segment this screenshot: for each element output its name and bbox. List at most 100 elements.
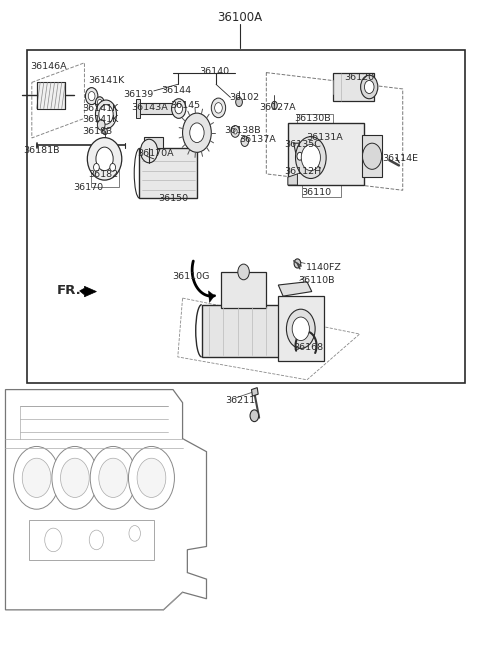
Text: 36120: 36120 — [344, 73, 374, 83]
Bar — [29, 520, 154, 559]
Circle shape — [22, 458, 51, 497]
Circle shape — [233, 129, 237, 134]
Circle shape — [45, 528, 62, 552]
Circle shape — [236, 98, 242, 107]
Bar — [27, 50, 465, 383]
Circle shape — [102, 141, 108, 149]
Circle shape — [97, 100, 102, 106]
Circle shape — [297, 153, 303, 160]
Bar — [333, 73, 374, 101]
Text: 1140FZ: 1140FZ — [306, 263, 342, 272]
Circle shape — [85, 88, 98, 105]
Text: 36139: 36139 — [123, 90, 153, 100]
Text: 36110: 36110 — [301, 188, 331, 196]
Circle shape — [241, 136, 249, 147]
Circle shape — [296, 137, 326, 178]
Circle shape — [103, 128, 108, 135]
Text: 36141K: 36141K — [88, 76, 124, 85]
Text: 36181B: 36181B — [24, 146, 60, 155]
Text: 36100A: 36100A — [217, 10, 263, 24]
Circle shape — [99, 105, 113, 124]
Bar — [144, 137, 163, 149]
Polygon shape — [252, 388, 258, 396]
Circle shape — [238, 264, 249, 280]
Polygon shape — [208, 291, 215, 303]
Text: 36140: 36140 — [199, 67, 229, 76]
Bar — [298, 115, 333, 133]
Text: 36168: 36168 — [294, 343, 324, 352]
Circle shape — [89, 530, 104, 550]
Text: 36170A: 36170A — [138, 149, 174, 158]
Text: 36112H: 36112H — [284, 168, 321, 176]
Circle shape — [52, 447, 98, 509]
Circle shape — [97, 120, 105, 130]
Text: 36127A: 36127A — [259, 103, 296, 113]
Circle shape — [129, 447, 174, 509]
Bar — [91, 169, 120, 187]
Circle shape — [301, 145, 321, 171]
Circle shape — [190, 123, 204, 143]
Circle shape — [13, 447, 60, 509]
Circle shape — [110, 164, 116, 172]
Text: 36211: 36211 — [226, 396, 256, 405]
Bar — [362, 135, 382, 177]
Circle shape — [175, 103, 182, 114]
Text: 36110G: 36110G — [172, 272, 209, 281]
Text: FR.: FR. — [57, 284, 82, 297]
Circle shape — [60, 458, 89, 497]
Circle shape — [294, 259, 301, 268]
Bar — [302, 183, 340, 196]
Text: 36138B: 36138B — [224, 126, 260, 135]
Bar — [136, 99, 141, 119]
Text: 36144: 36144 — [161, 86, 191, 96]
Ellipse shape — [87, 138, 122, 180]
Circle shape — [96, 97, 104, 109]
Bar — [288, 123, 364, 185]
Circle shape — [96, 147, 113, 171]
Text: 36150: 36150 — [158, 194, 189, 202]
Bar — [202, 305, 293, 357]
Circle shape — [272, 102, 277, 109]
Text: 36146A: 36146A — [30, 62, 67, 71]
Text: 36102: 36102 — [229, 93, 260, 102]
Circle shape — [364, 81, 374, 94]
Text: 36130B: 36130B — [295, 114, 331, 123]
Circle shape — [292, 317, 310, 341]
Circle shape — [141, 140, 157, 163]
Circle shape — [96, 100, 117, 129]
Bar — [140, 149, 197, 198]
Text: 36131A: 36131A — [306, 134, 343, 142]
Polygon shape — [80, 286, 96, 297]
Circle shape — [137, 458, 166, 497]
Text: 36135C: 36135C — [284, 140, 321, 149]
Text: 36170: 36170 — [73, 183, 104, 192]
Circle shape — [250, 410, 259, 422]
Circle shape — [171, 99, 186, 119]
Circle shape — [90, 447, 136, 509]
Circle shape — [129, 525, 141, 541]
Bar — [278, 296, 324, 362]
Circle shape — [231, 126, 240, 138]
Text: 36183: 36183 — [82, 127, 112, 136]
Text: 36182: 36182 — [88, 170, 119, 179]
Circle shape — [88, 92, 95, 101]
Circle shape — [215, 103, 222, 113]
Bar — [36, 83, 65, 109]
Text: 36141K: 36141K — [82, 104, 118, 113]
Polygon shape — [288, 174, 298, 185]
Text: 36145: 36145 — [170, 102, 201, 111]
Bar — [137, 103, 175, 115]
Text: 36114E: 36114E — [383, 155, 419, 163]
Circle shape — [182, 113, 211, 153]
Bar — [221, 272, 266, 308]
Circle shape — [362, 143, 382, 170]
Circle shape — [360, 75, 378, 99]
Circle shape — [211, 98, 226, 118]
Circle shape — [99, 458, 128, 497]
Text: 36137A: 36137A — [239, 136, 276, 144]
Polygon shape — [5, 390, 206, 610]
Circle shape — [287, 309, 315, 348]
Polygon shape — [32, 63, 84, 138]
Circle shape — [94, 164, 99, 172]
Text: 36143A: 36143A — [131, 103, 168, 113]
